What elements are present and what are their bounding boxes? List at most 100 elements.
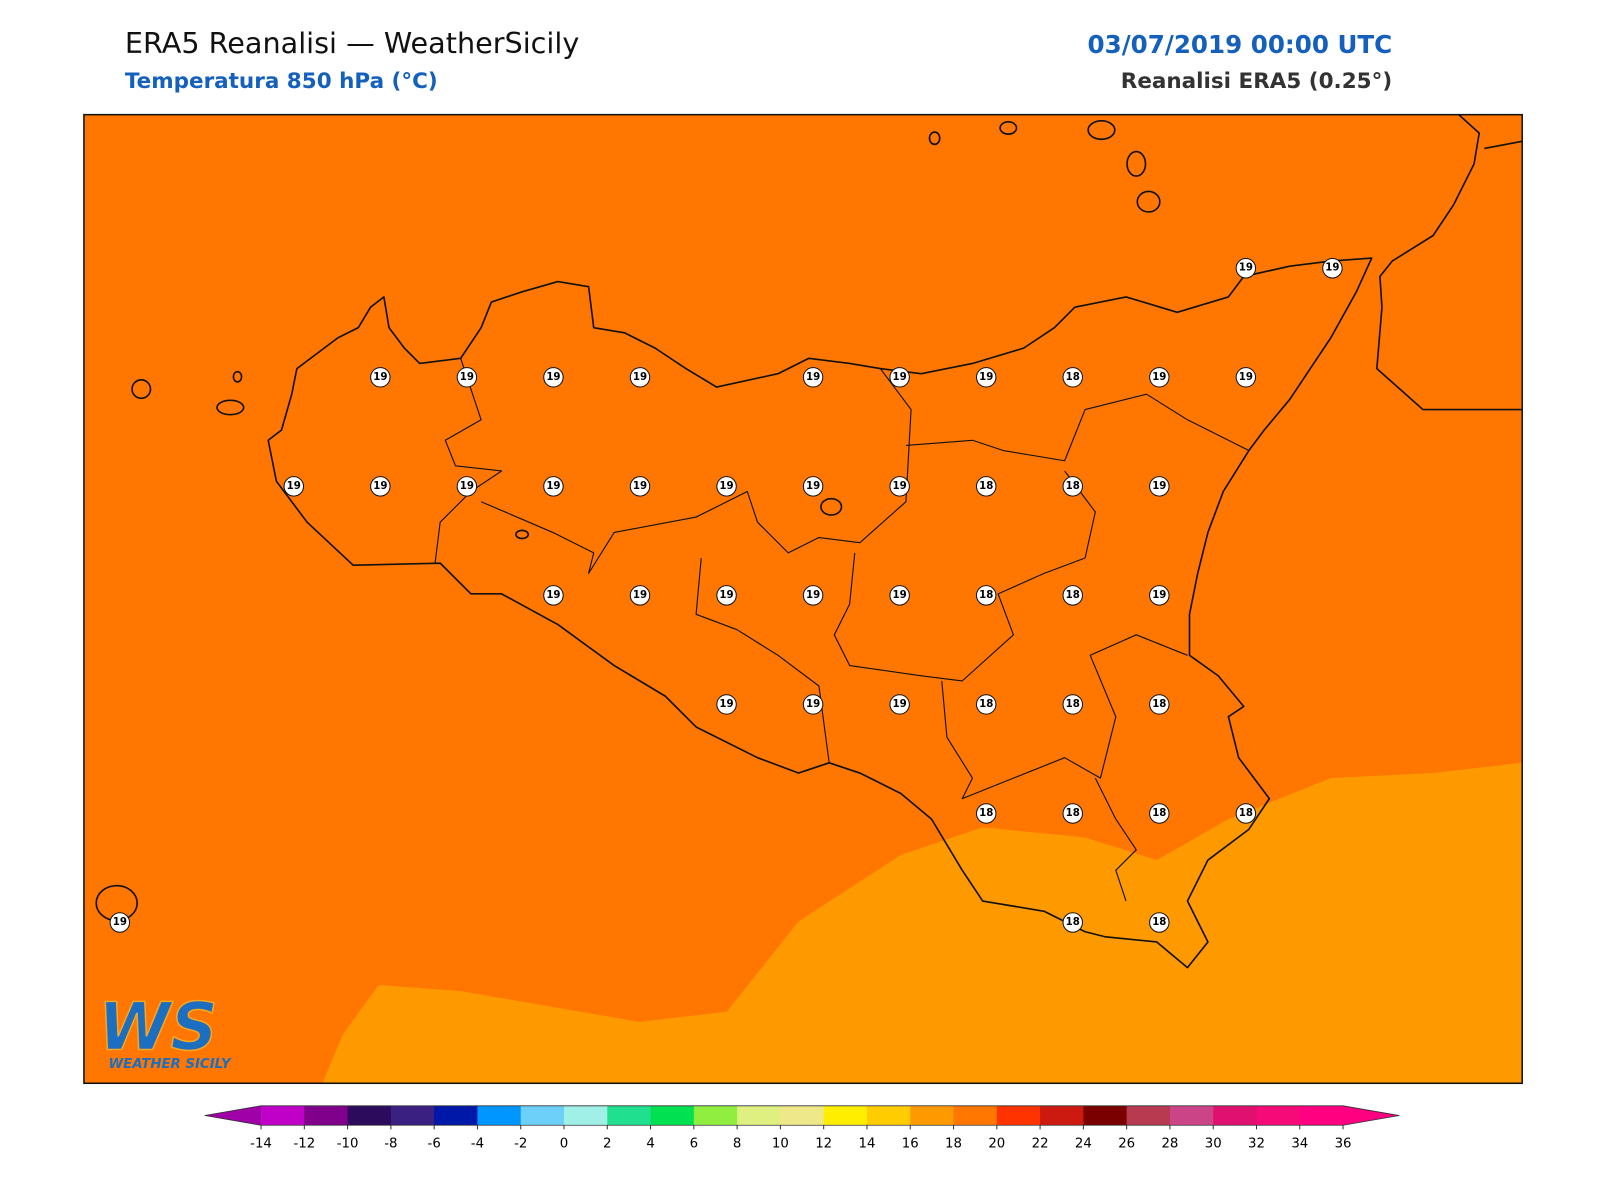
station-marker	[889, 694, 910, 715]
station-value: 19	[1239, 372, 1253, 383]
station: 19	[629, 476, 651, 497]
station-value: 19	[719, 699, 733, 710]
colorbar-box	[477, 1105, 522, 1126]
station-value: 19	[806, 372, 820, 383]
colorbar-box	[434, 1105, 478, 1126]
station-value: 19	[373, 481, 387, 492]
station-marker	[975, 585, 997, 606]
colorbar-box	[866, 1105, 911, 1126]
colorbar-box	[650, 1105, 695, 1126]
colorbar-tick-label: 2	[603, 1137, 611, 1152]
station: 19	[1235, 258, 1257, 279]
station-marker	[802, 585, 824, 606]
station: 19	[543, 585, 564, 606]
colorbar-tick-label: -6	[428, 1137, 441, 1152]
colorbar-tick-label: 34	[1291, 1137, 1308, 1152]
station-marker	[975, 367, 997, 388]
temperature-field	[322, 762, 1523, 1084]
station: 19	[629, 367, 651, 388]
station-marker	[543, 476, 564, 497]
station: 19	[802, 367, 824, 388]
islands	[95, 119, 1161, 922]
colorbar-box	[1169, 1105, 1214, 1126]
colorbar-box	[1126, 1105, 1171, 1126]
station-marker	[1322, 258, 1343, 279]
colorbar-tick-label: -14	[250, 1137, 272, 1152]
station-marker	[802, 367, 824, 388]
colorbar-box	[1040, 1105, 1084, 1126]
coastline	[267, 257, 1373, 969]
station-value: 19	[719, 590, 733, 601]
colorbar-tick-label: 24	[1075, 1137, 1092, 1152]
station-marker	[716, 585, 737, 606]
station: 19	[456, 367, 478, 388]
station-value: 19	[893, 481, 907, 492]
station-value: 19	[1152, 590, 1166, 601]
colorbar-tick-label: -2	[514, 1137, 527, 1152]
station: 19	[716, 476, 737, 497]
province-border	[434, 358, 1250, 902]
subtitle: Temperatura 850 hPa (°C)	[125, 69, 438, 94]
map: WS WEATHER SICILY 19 19 19 19 19 19 19 19 19 18 19…	[83, 114, 1523, 1084]
colorbar-tick-label: 26	[1118, 1137, 1135, 1152]
station: 19	[1149, 476, 1170, 497]
colorbar-box	[953, 1105, 998, 1126]
logo: WS WEATHER SICILY	[98, 989, 233, 1072]
station-value: 19	[806, 481, 820, 492]
station: 19	[802, 694, 824, 715]
station-value: 19	[287, 481, 301, 492]
station: 18	[1149, 694, 1170, 715]
station-value: 18	[979, 808, 993, 819]
station: 19	[1149, 585, 1170, 606]
station-marker	[1149, 694, 1170, 715]
station: 19	[889, 585, 910, 606]
station-marker	[1062, 367, 1083, 388]
colorbar-tick-label: 0	[560, 1137, 568, 1152]
station-marker	[1235, 803, 1257, 824]
colorbar-tick-label: 22	[1032, 1137, 1049, 1152]
station-value: 19	[546, 372, 560, 383]
colorbar-box	[996, 1105, 1041, 1126]
map-frame	[83, 113, 1523, 1085]
coastline	[1376, 114, 1523, 411]
station: 19	[1149, 367, 1170, 388]
station-marker	[1062, 476, 1083, 497]
colorbar-box	[1256, 1105, 1301, 1126]
station: 19	[716, 694, 737, 715]
colorbar-tick-label: 8	[733, 1137, 741, 1152]
colorbar-tick-label: -10	[337, 1137, 359, 1152]
station-marker	[1235, 367, 1257, 388]
colorbar-box	[737, 1105, 781, 1126]
station: 19	[802, 476, 824, 497]
colorbar-under	[204, 1105, 262, 1126]
station-value: 18	[979, 590, 993, 601]
station: 19	[975, 367, 997, 388]
station-marker	[456, 367, 478, 388]
station: 18	[1062, 367, 1083, 388]
station: 19	[456, 476, 478, 497]
colorbar-tick-label: 14	[859, 1137, 876, 1152]
station-value: 18	[1239, 808, 1253, 819]
colorbar-box	[261, 1105, 305, 1126]
station: 19	[370, 476, 391, 497]
colorbar-box	[390, 1105, 435, 1126]
station-value: 19	[546, 590, 560, 601]
station: 18	[1062, 912, 1083, 933]
colorbar-box	[1299, 1105, 1344, 1126]
station-marker	[975, 694, 997, 715]
station: 18	[975, 803, 997, 824]
station-marker	[889, 585, 910, 606]
station-marker	[629, 585, 651, 606]
colorbar-tick-label: 36	[1335, 1137, 1352, 1152]
station-value: 18	[1066, 699, 1080, 710]
colorbar-tick-label: 6	[690, 1137, 698, 1152]
station-value: 18	[1066, 590, 1080, 601]
station-marker	[889, 476, 910, 497]
station: 18	[1149, 912, 1170, 933]
station: 18	[975, 585, 997, 606]
colorbar-box	[304, 1105, 349, 1126]
station-value: 19	[979, 372, 993, 383]
station-marker	[456, 476, 478, 497]
station-value: 19	[633, 372, 647, 383]
station-marker	[1235, 258, 1257, 279]
